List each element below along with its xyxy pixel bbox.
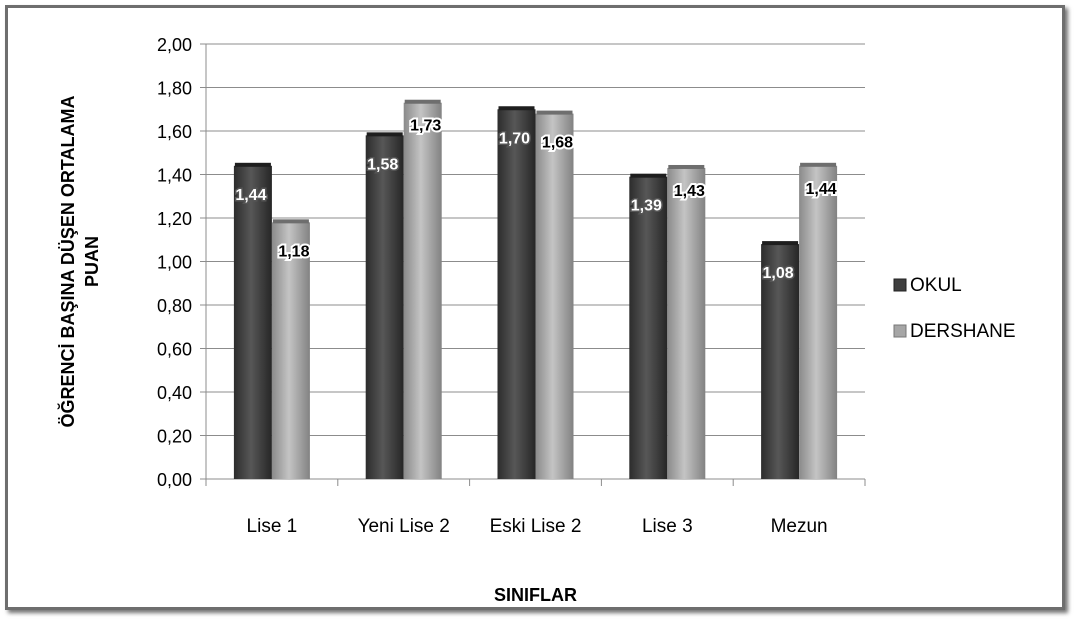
x-tick-label: Lise 3 [642,516,693,537]
bar-okul [761,244,800,479]
x-tick-label: Eski Lise 2 [490,516,582,537]
y-axis-title-line: PUAN [82,236,102,287]
bar-top [366,132,403,137]
bar-dershane [799,165,838,480]
chart-frame: 1,44 1,18 1,58 1,73 1,70 1,68 1,39 1,43 1,08 1,44… [5,5,1065,610]
data-label-okul: 1,44 [235,187,266,204]
y-tick-label: 1,40 [157,166,192,186]
bar-chart: 1,441,181,581,731,70 1,681,391,431,081,44… [57,35,1016,605]
axis-text: 0,00 0,20 0,40 0,60 0,80 1,00 1,20 1,40 1,60 1,80… [57,35,828,605]
y-tick-label: 1,80 [157,79,192,99]
data-label-okul: 1,58 [367,156,398,173]
data-label-dershane: 1,43 [674,183,705,200]
bar-okul [365,135,404,479]
data-labels: 1,44 1,18 1,58 1,73 1,70 1,68 1,39 1,43 1,08 1,44 [234,116,839,284]
data-label-okul: 1,39 [631,198,662,215]
x-tick-label: Mezun [771,516,828,537]
bar-top [272,219,309,224]
data-label-dershane: 1,44 [806,181,837,198]
y-tick-label: 0,80 [157,296,192,316]
bar-top [762,241,799,246]
x-tick-label: Yeni Lise 2 [358,516,450,537]
bar-top [668,164,705,169]
bar-dershane [403,102,442,479]
bar-dershane [535,113,574,479]
bar-top [404,99,441,104]
y-tick-label: 1,20 [157,209,192,229]
bar-top [498,106,535,111]
bar-top [800,162,837,167]
bar-dershane [667,167,706,479]
y-tick-label: 1,00 [157,253,192,273]
legend-label-dershane: DERSHANE [910,321,1016,342]
y-tick-label: 2,00 [157,35,192,55]
data-label-dershane: 1,73 [410,118,441,135]
bars [233,99,838,480]
y-tick-label: 0,60 [157,340,192,360]
legend-label-okul: OKUL [910,275,962,296]
x-tick-label: Lise 1 [247,516,298,537]
bar-okul [629,176,668,480]
y-axis-title: ÖĞRENCİ BAŞINA DÜŞEN ORTALAMA PUAN [57,96,102,428]
bar-dershane [271,222,310,479]
bar-top [630,173,667,178]
y-tick-label: 1,60 [157,122,192,142]
legend-swatch-dershane [893,324,907,338]
data-label-okul: 1,08 [763,265,794,282]
y-tick-label: 0,20 [157,427,192,447]
data-label-dershane: 1,68 [542,135,573,152]
data-label-okul: 1,70 [499,130,530,147]
x-axis-title: SINIFLAR [494,585,577,605]
legend: OKUL DERSHANE [893,275,1016,342]
bar-okul [497,109,536,479]
y-tick-label: 0,00 [157,470,192,490]
legend-swatch-okul [893,278,907,292]
bar-okul [233,165,272,480]
data-label-dershane: 1,18 [278,243,309,260]
y-tick-label: 0,40 [157,383,192,403]
bar-top [234,162,271,167]
y-axis-title-line: ÖĞRENCİ BAŞINA DÜŞEN ORTALAMA [57,96,78,428]
bar-top [536,110,573,115]
